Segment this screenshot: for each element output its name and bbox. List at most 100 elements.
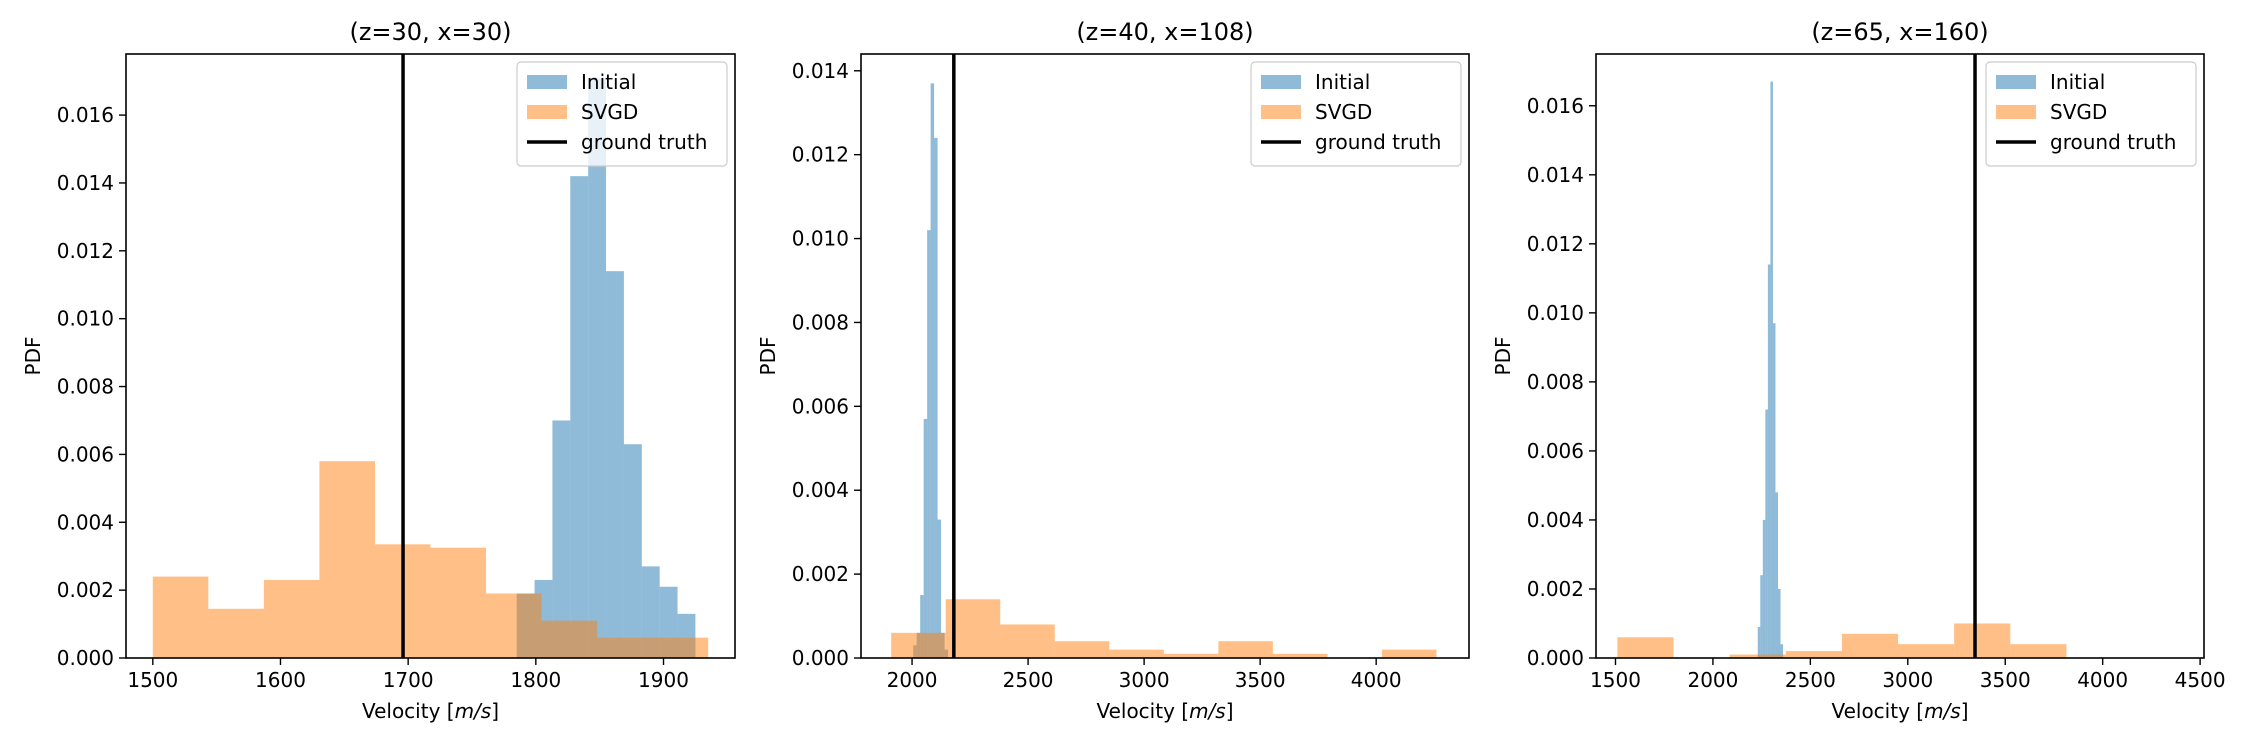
y-tick-label: 0.004: [1527, 508, 1584, 532]
legend-label: ground truth: [2050, 130, 2176, 154]
series-initial: [1757, 81, 1784, 658]
x-tick-label: 2500: [1003, 668, 1054, 692]
histogram-bar: [486, 593, 542, 658]
legend-box: [1985, 61, 2197, 167]
y-tick-label: 0.006: [57, 442, 114, 466]
legend-label: ground truth: [581, 130, 707, 154]
panel-title: (z=65, x=160): [1811, 18, 1988, 46]
legend-label: Initial: [1315, 70, 1370, 94]
y-tick-label: 0.000: [792, 646, 849, 670]
x-tick-label: 4000: [1351, 668, 1402, 692]
x-tick-label: 3500: [1235, 668, 1286, 692]
histogram-bar: [2010, 644, 2067, 658]
histogram-bar: [1841, 633, 1899, 658]
histogram-bar: [930, 83, 935, 658]
histogram-bar: [1772, 323, 1776, 658]
histogram-bar: [1109, 649, 1164, 658]
x-tick-label: 4000: [2077, 668, 2128, 692]
y-tick-label: 0.012: [792, 143, 849, 167]
y-tick-label: 0.002: [57, 578, 114, 602]
x-tick-label: 4500: [2175, 668, 2226, 692]
legend-label: Initial: [2050, 70, 2105, 94]
histogram-bar: [1163, 653, 1219, 658]
histogram-bar: [1778, 588, 1781, 658]
y-tick-label: 0.004: [792, 478, 849, 502]
x-axis-label: Velocity [m/s]: [1096, 699, 1233, 723]
histogram-bar: [570, 176, 589, 658]
legend-box: [516, 61, 728, 167]
legend-swatch: [1996, 105, 2036, 119]
y-tick-label: 0.010: [57, 307, 114, 331]
histogram-bar: [891, 632, 946, 658]
legend: Initial SVGD ground truth: [516, 61, 728, 167]
histogram-bar: [1954, 623, 2011, 658]
y-tick-label: 0.000: [57, 646, 114, 670]
histogram-bar: [319, 461, 375, 658]
histogram-bar: [263, 579, 320, 658]
histogram-bar: [588, 77, 607, 658]
legend-box: [1250, 61, 1462, 167]
histogram-bar: [606, 271, 624, 658]
histogram-bar: [1054, 641, 1110, 658]
x-tick-label: 1500: [127, 668, 178, 692]
legend-swatch: [527, 75, 567, 89]
histogram-bar: [920, 595, 924, 658]
histogram-bar: [927, 230, 931, 658]
histogram-bar: [208, 608, 264, 658]
legend-label: SVGD: [1315, 100, 1372, 124]
y-axis-label: PDF: [756, 337, 780, 376]
y-tick-label: 0.008: [1527, 370, 1584, 394]
axes-frame: [860, 53, 1470, 659]
histogram-bar: [1770, 81, 1773, 658]
histogram-bar: [597, 637, 653, 658]
y-tick-label: 0.012: [1527, 232, 1584, 256]
histogram-bar: [1000, 624, 1055, 658]
histogram-bar: [1780, 644, 1784, 658]
histogram-bar: [1617, 637, 1674, 658]
histogram-bar: [1729, 654, 1786, 658]
y-axis-label: PDF: [1491, 337, 1515, 376]
axes-frame: [125, 53, 736, 659]
y-tick-label: 0.012: [57, 239, 114, 263]
y-tick-label: 0.010: [792, 227, 849, 251]
histogram-bar: [1218, 641, 1273, 658]
x-tick-label: 1800: [510, 668, 561, 692]
legend: Initial SVGD ground truth: [1250, 61, 1462, 167]
histogram-bar: [937, 519, 942, 658]
x-axis-label: Velocity [m/s]: [362, 699, 499, 723]
x-tick-label: 3500: [1980, 668, 2031, 692]
histogram-bar: [1760, 575, 1763, 658]
panel-1: 1500 1600 1700 1800 1900 0.000 0.002 0.004 0.006…: [21, 18, 736, 723]
histogram-bar: [923, 418, 928, 658]
y-tick-label: 0.006: [792, 394, 849, 418]
plot-area: [152, 54, 709, 658]
y-tick-label: 0.014: [792, 59, 849, 83]
legend-swatch: [527, 105, 567, 119]
plot-area: [891, 54, 1437, 658]
histogram-bar: [1765, 409, 1768, 658]
series-svgd: [891, 599, 1437, 658]
series-initial: [913, 83, 949, 658]
series-initial: [516, 77, 696, 658]
histogram-bar: [623, 444, 642, 658]
y-tick-label: 0.004: [57, 510, 114, 534]
x-tick-label: 3000: [1119, 668, 1170, 692]
x-tick-label: 3000: [1882, 668, 1933, 692]
legend-label: ground truth: [1315, 130, 1441, 154]
y-tick-label: 0.014: [57, 171, 114, 195]
histogram-bar: [641, 566, 660, 658]
y-tick-label: 0.016: [1527, 94, 1584, 118]
panel-title: (z=40, x=108): [1076, 18, 1253, 46]
histogram-bar: [652, 637, 709, 658]
legend-label: SVGD: [581, 100, 638, 124]
y-axis-label: PDF: [21, 337, 45, 376]
histogram-bar: [1785, 651, 1842, 658]
series-svgd: [1617, 623, 2067, 658]
x-tick-label: 2000: [887, 668, 938, 692]
histogram-bar: [1272, 653, 1328, 658]
y-tick-label: 0.000: [1527, 646, 1584, 670]
histogram-bar: [1381, 649, 1437, 658]
plot-area: [1617, 54, 2067, 658]
histogram-bar: [934, 137, 938, 658]
